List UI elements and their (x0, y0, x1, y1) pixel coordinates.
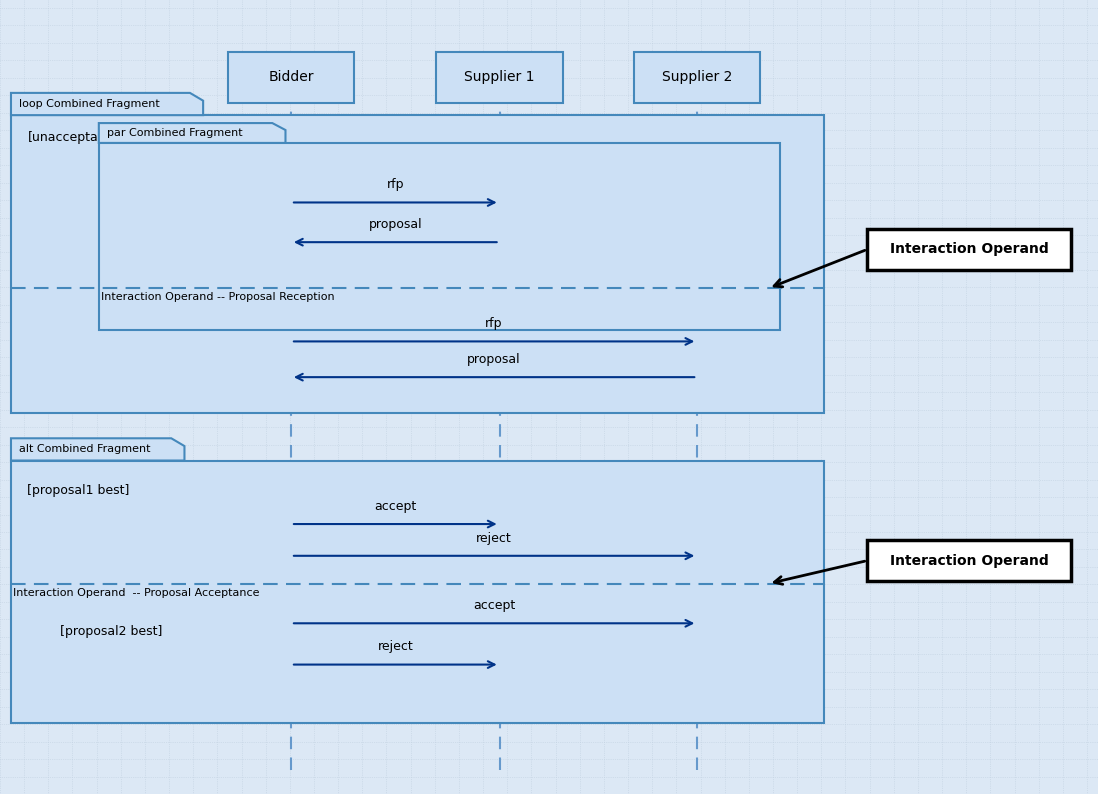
Text: reject: reject (378, 641, 413, 653)
Bar (11, 115, 824, 413)
Text: proposal: proposal (369, 218, 422, 231)
Text: [proposal2 best]: [proposal2 best] (60, 625, 163, 638)
Polygon shape (11, 93, 203, 115)
Text: accept: accept (473, 599, 515, 612)
Text: accept: accept (374, 500, 416, 513)
Text: Supplier 1: Supplier 1 (464, 71, 535, 84)
Text: par Combined Fragment: par Combined Fragment (107, 128, 243, 138)
Text: proposal: proposal (468, 353, 520, 366)
Bar (867, 229, 1071, 270)
Bar (228, 52, 354, 103)
Polygon shape (99, 123, 285, 143)
Bar (867, 540, 1071, 581)
Text: rfp: rfp (386, 179, 404, 191)
Bar (635, 52, 760, 103)
Text: Interaction Operand -- Proposal Reception: Interaction Operand -- Proposal Receptio… (101, 292, 335, 303)
Text: [unacceptable]: [unacceptable] (27, 131, 122, 144)
Text: Interaction Operand: Interaction Operand (889, 242, 1049, 256)
Text: Interaction Operand  -- Proposal Acceptance: Interaction Operand -- Proposal Acceptan… (13, 588, 259, 598)
Text: Supplier 2: Supplier 2 (662, 71, 732, 84)
Text: alt Combined Fragment: alt Combined Fragment (19, 445, 150, 454)
Text: [proposal1 best]: [proposal1 best] (27, 484, 130, 497)
Text: Bidder: Bidder (268, 71, 314, 84)
Text: loop Combined Fragment: loop Combined Fragment (19, 99, 159, 109)
Text: reject: reject (477, 532, 512, 545)
Bar (11, 461, 824, 723)
Text: Interaction Operand: Interaction Operand (889, 553, 1049, 568)
Bar (437, 52, 563, 103)
Polygon shape (11, 438, 184, 461)
Text: rfp: rfp (485, 318, 503, 330)
Bar (99, 143, 780, 330)
